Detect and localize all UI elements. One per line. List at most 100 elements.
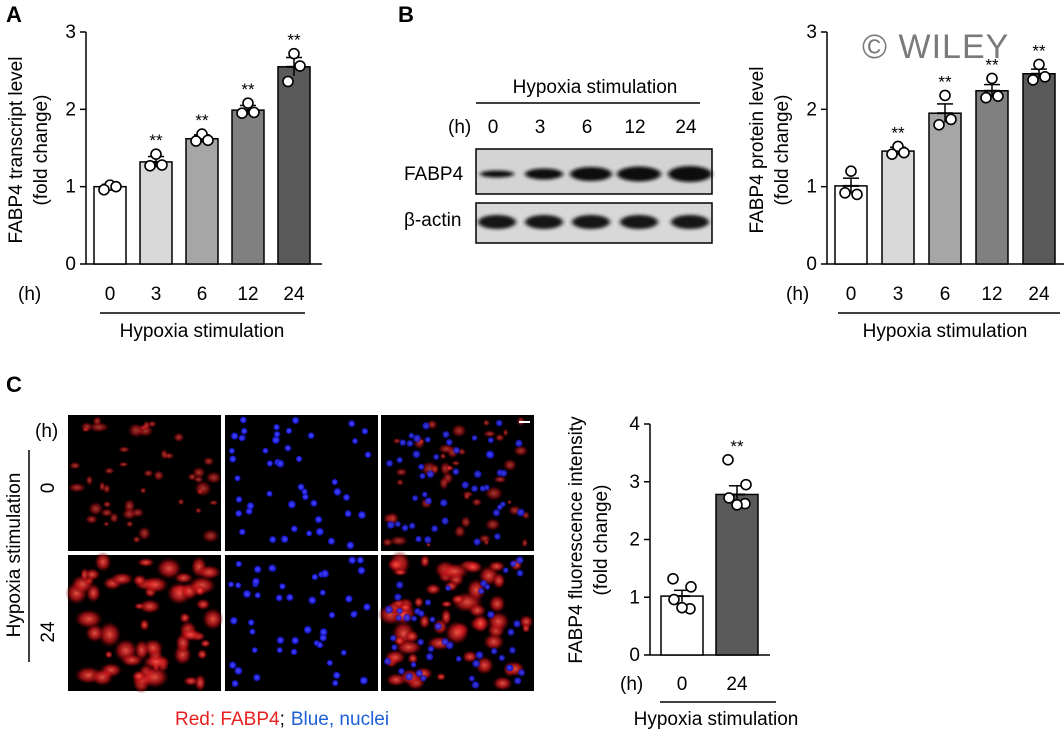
panel-b-data-point xyxy=(845,165,857,177)
panel-b-data-point xyxy=(986,72,998,85)
fabp4-band xyxy=(617,166,661,182)
panel-c-y-tick-label: 0 xyxy=(629,645,640,666)
fabp4-stained-cell xyxy=(463,560,484,574)
nucleus xyxy=(487,436,495,444)
fabp4-stained-cell xyxy=(200,639,211,648)
panel-b-data-point xyxy=(851,188,863,201)
panel-c-bar xyxy=(715,493,759,656)
panel-a-data-point xyxy=(288,47,300,60)
nucleus xyxy=(508,646,517,655)
nucleus xyxy=(417,463,425,471)
fabp4-stained-cell xyxy=(103,521,110,527)
nucleus xyxy=(291,636,300,645)
fabp4-stained-cell xyxy=(196,488,204,495)
actin-band xyxy=(620,215,658,229)
nucleus xyxy=(490,647,498,655)
actin-band xyxy=(525,215,563,229)
fabp4-stained-cell xyxy=(153,469,165,482)
nucleus xyxy=(231,679,239,688)
fabp4-stained-cell xyxy=(132,535,141,544)
blot-lane-labels: 0 3 6 12 24 xyxy=(488,117,697,138)
panel-c-data-point xyxy=(685,581,697,593)
nucleus xyxy=(515,555,525,565)
panel-a-x-tick-label: 24 xyxy=(283,284,305,305)
nucleus xyxy=(239,416,248,424)
fabp4-stained-cell xyxy=(139,487,147,494)
nucleus xyxy=(327,537,336,546)
fabp4-stained-cell xyxy=(513,445,529,457)
panel-a-ylabel-sub: (fold change) xyxy=(31,95,52,206)
nucleus xyxy=(397,667,406,675)
fabp4-stained-cell xyxy=(102,500,112,508)
nucleus xyxy=(471,659,481,668)
fabp4-stained-cell xyxy=(143,469,154,478)
fabp4-stained-cell xyxy=(192,466,206,479)
nucleus xyxy=(315,527,325,537)
fabp4-band xyxy=(480,170,514,178)
fabp4-stained-cell xyxy=(109,572,134,586)
panel-a-data-point xyxy=(236,107,248,119)
nucleus xyxy=(406,439,414,448)
fabp4-stained-cell xyxy=(484,518,501,531)
fabp4-stained-cell xyxy=(492,675,513,691)
fabp4-stained-cell xyxy=(450,594,466,605)
nucleus xyxy=(359,676,369,685)
nucleus xyxy=(417,609,425,618)
panel-c-data-point xyxy=(731,499,743,511)
panel-b-y-tick-label: 3 xyxy=(806,22,817,43)
nucleus xyxy=(230,431,239,441)
panel-b-x-tick-label: 3 xyxy=(893,284,904,305)
caption-blue: Blue, nuclei xyxy=(291,709,389,730)
panel-c-ylabel: FABP4 fluorescence intensity xyxy=(566,416,587,664)
fabp4-stained-cell xyxy=(482,419,491,427)
nucleus xyxy=(290,525,299,533)
fabp4-stained-cell xyxy=(120,653,144,667)
nucleus xyxy=(442,430,450,439)
nucleus xyxy=(266,459,274,467)
panel-b-bar xyxy=(1022,73,1056,265)
panel-c-data-point xyxy=(723,492,735,504)
nucleus xyxy=(295,455,303,463)
blot-title: Hypoxia stimulation xyxy=(513,77,678,98)
nucleus xyxy=(514,439,524,448)
panel-c-xgroup-label: Hypoxia stimulation xyxy=(634,709,799,730)
nucleus xyxy=(513,676,522,685)
nucleus xyxy=(424,598,432,607)
blot-bands xyxy=(478,166,712,229)
nucleus xyxy=(475,650,484,660)
panel-b-data-point xyxy=(1027,74,1039,86)
fabp4-stained-cell xyxy=(413,596,424,608)
panel-a-significance: ** xyxy=(149,131,163,150)
fabp4-stained-cell xyxy=(118,446,131,453)
nucleus xyxy=(342,493,351,502)
panel-c-bar-chart: 0 1 2 3 4 0 ** 24 xyxy=(629,414,770,695)
caption-red: Red: FABP4 xyxy=(175,709,280,730)
panel-c-side-label: Hypoxia stimulation xyxy=(4,473,25,638)
nucleus xyxy=(492,508,501,517)
nucleus xyxy=(498,654,506,662)
panel-b-data-point xyxy=(839,187,851,199)
nucleus xyxy=(399,438,407,447)
panel-a-data-point xyxy=(156,159,168,171)
panel-a-data-point xyxy=(98,183,110,196)
fabp4-stained-cell xyxy=(502,458,518,472)
fabp4-stained-cell xyxy=(202,456,215,466)
fabp4-stained-cell xyxy=(84,568,101,581)
nucleus xyxy=(273,430,281,438)
nucleus xyxy=(473,537,482,546)
nucleus xyxy=(238,528,246,536)
actin-band xyxy=(478,215,516,229)
fabp4-stained-cell xyxy=(444,620,470,645)
nucleus xyxy=(247,618,255,627)
nucleus xyxy=(383,657,392,666)
nucleus xyxy=(393,592,403,602)
nucleus xyxy=(505,664,513,672)
nucleus xyxy=(445,438,454,447)
nucleus xyxy=(310,499,318,508)
nucleus xyxy=(331,478,339,486)
nucleus xyxy=(507,628,515,636)
panel-c-unit-label: (h) xyxy=(35,421,58,442)
panel-b-significance: ** xyxy=(985,55,999,74)
fabp4-stained-cell xyxy=(502,428,509,437)
fabp4-stained-cell xyxy=(471,497,483,507)
